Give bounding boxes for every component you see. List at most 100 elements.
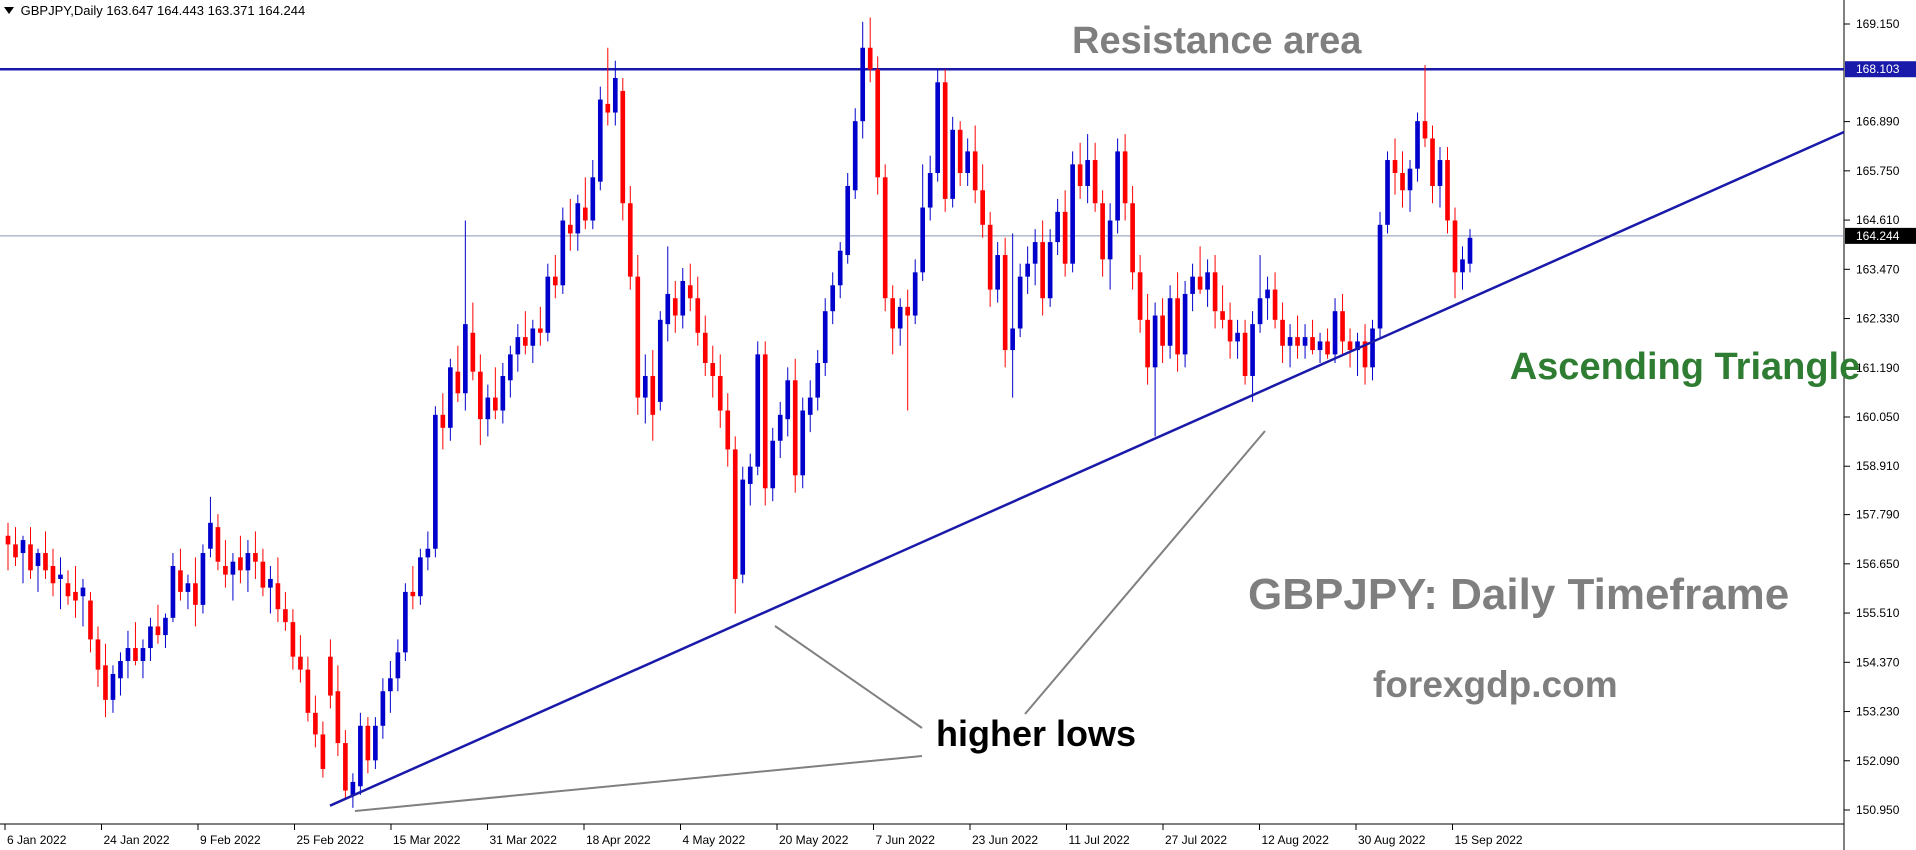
candle-body <box>612 77 618 113</box>
candle-body <box>1182 293 1188 355</box>
candle-body <box>335 691 341 744</box>
resistance-area-label: Resistance area <box>1072 20 1362 62</box>
candle <box>1032 229 1038 286</box>
candle <box>1302 324 1308 359</box>
candle-body <box>95 639 101 670</box>
candle-body <box>358 725 363 787</box>
pointer-line-1 <box>354 755 923 812</box>
candle <box>1467 229 1473 273</box>
candle <box>755 341 761 476</box>
candle-body <box>170 565 176 618</box>
higher-lows-label: higher lows <box>936 713 1137 754</box>
candle <box>230 553 236 601</box>
dropdown-arrow-icon[interactable] <box>4 7 14 14</box>
x-tick-label: 7 Jun 2022 <box>876 833 936 847</box>
candle <box>358 712 363 795</box>
candle <box>5 522 11 571</box>
candle-body <box>537 328 543 333</box>
candle <box>50 548 56 597</box>
candle <box>942 69 948 212</box>
candle <box>275 557 281 623</box>
resistance-price-label: 168.103 <box>1856 62 1900 76</box>
candle-body <box>1250 324 1255 376</box>
candle <box>215 514 221 571</box>
candle-body <box>725 410 731 450</box>
candle-body <box>800 410 806 476</box>
candle-body <box>395 652 401 679</box>
candle-body <box>1115 151 1120 221</box>
candle-body <box>972 151 978 191</box>
candle-body <box>830 285 836 312</box>
candle <box>650 350 656 441</box>
candle-body <box>1062 211 1068 264</box>
candle-body <box>268 578 273 588</box>
y-tick-label: 154.370 <box>1856 655 1900 669</box>
candle-body <box>328 656 333 696</box>
candle-body <box>1107 220 1113 260</box>
candle-body <box>290 622 296 657</box>
candle-body <box>530 328 536 346</box>
candle <box>1077 142 1083 199</box>
candle-body <box>125 648 131 662</box>
website-label: forexgdp.com <box>1373 664 1618 705</box>
candle-body <box>118 661 123 679</box>
candle <box>965 138 970 186</box>
candle <box>440 393 446 450</box>
candle-body <box>867 47 873 70</box>
candle-body <box>343 743 348 791</box>
candle <box>433 406 438 558</box>
y-tick-label: 161.190 <box>1856 361 1900 375</box>
candle-body <box>365 725 371 761</box>
candle-body <box>1235 332 1240 342</box>
candle <box>1040 220 1045 316</box>
candle-body <box>1212 272 1218 312</box>
candle-body <box>493 397 498 411</box>
candle <box>403 583 408 662</box>
candle <box>582 177 588 230</box>
candle <box>395 639 401 692</box>
candle <box>373 717 378 769</box>
candle-body <box>920 207 926 273</box>
candle-body <box>1092 160 1098 204</box>
candle <box>1085 134 1090 204</box>
candle <box>350 773 356 808</box>
candle-body <box>875 69 881 178</box>
candle <box>830 272 836 325</box>
candle <box>65 570 71 605</box>
candle-body <box>313 712 318 735</box>
candle-body <box>1347 341 1353 351</box>
candle <box>418 548 423 605</box>
symbol-label: GBPJPY,Daily <box>20 3 103 18</box>
ohlc-values: 163.647 164.443 163.371 164.244 <box>106 3 306 18</box>
candle-body <box>1122 151 1128 204</box>
candle <box>1287 324 1293 368</box>
candle <box>13 527 18 566</box>
x-tick-label: 25 Feb 2022 <box>297 833 365 847</box>
candle <box>515 324 521 372</box>
candle-body <box>1415 121 1420 169</box>
candle-body <box>163 617 168 636</box>
candle-body <box>912 272 918 316</box>
candle <box>1227 302 1233 359</box>
candle <box>1025 246 1030 294</box>
candle <box>485 384 491 437</box>
candle-body <box>1310 337 1315 351</box>
candle <box>852 108 858 199</box>
candle-body <box>1205 272 1210 290</box>
candle-body <box>597 99 603 182</box>
candle <box>537 306 543 346</box>
candle-body <box>987 224 993 290</box>
candles-group <box>5 17 1473 808</box>
candle <box>320 721 326 778</box>
candle <box>635 255 641 415</box>
candle <box>95 626 101 687</box>
candle <box>20 535 26 584</box>
candle <box>972 125 978 204</box>
candle-body <box>508 354 513 381</box>
candle <box>1422 65 1428 148</box>
candle <box>118 652 123 696</box>
candle <box>245 540 251 592</box>
candle-body <box>485 397 491 420</box>
candle-body <box>680 280 686 316</box>
candle-body <box>230 561 236 575</box>
